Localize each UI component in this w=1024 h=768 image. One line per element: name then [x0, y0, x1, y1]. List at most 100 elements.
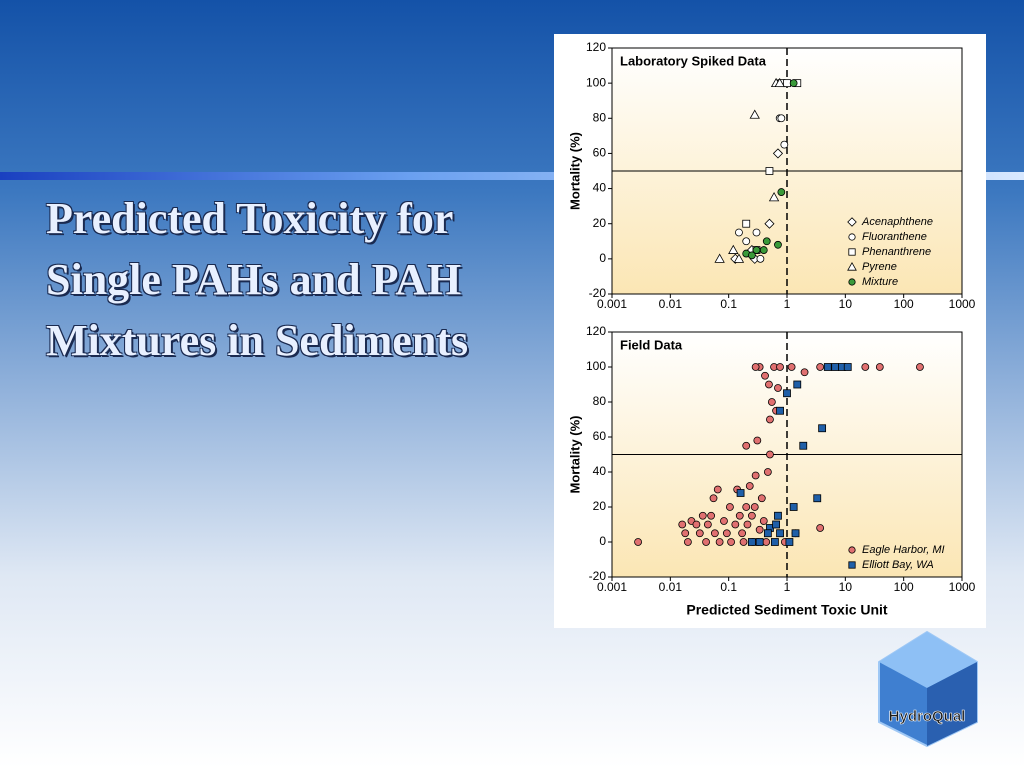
data-point — [816, 363, 825, 371]
data-point — [774, 384, 782, 392]
data-point — [713, 485, 722, 494]
data-point — [831, 363, 840, 371]
data-point — [843, 363, 852, 371]
logo-cube-side — [927, 662, 977, 746]
legend-marker — [847, 217, 857, 227]
y-tick-label: 120 — [586, 324, 606, 338]
x-tick-label: 0.01 — [659, 580, 683, 594]
data-point — [755, 538, 764, 546]
data-point — [816, 524, 825, 532]
data-point — [777, 188, 786, 196]
data-point — [731, 520, 740, 529]
data-point — [710, 529, 719, 538]
y-tick-label: 0 — [599, 534, 606, 548]
y-tick-label: 40 — [593, 181, 607, 195]
legend-label: Mixture — [862, 276, 898, 288]
legend-label: Elliott Bay, WA — [862, 559, 934, 571]
x-axis-label: Predicted Sediment Toxic Unit — [686, 602, 888, 618]
data-point — [728, 244, 739, 254]
y-tick-label: 20 — [593, 499, 607, 513]
data-point — [766, 450, 774, 459]
data-point — [749, 109, 760, 119]
data-point — [735, 228, 743, 237]
x-tick-label: 1000 — [949, 580, 976, 594]
legend-marker — [848, 233, 856, 241]
y-tick-label: -20 — [589, 569, 607, 583]
legend-label: Acenaphthene — [861, 216, 933, 228]
data-point — [735, 511, 744, 520]
legend-marker — [847, 261, 857, 271]
plot-title: Laboratory Spiked Data — [620, 53, 767, 68]
data-point — [780, 140, 789, 149]
y-tick-label: 100 — [586, 75, 606, 89]
y-axis-label: Mortality (%) — [567, 416, 582, 494]
y-tick-label: -20 — [589, 286, 607, 300]
data-point — [738, 529, 747, 538]
data-point — [751, 363, 760, 371]
data-point — [715, 538, 724, 546]
data-point — [875, 363, 884, 371]
data-point — [727, 538, 735, 546]
data-point — [791, 529, 800, 538]
x-tick-label: 0.1 — [720, 297, 737, 311]
data-point — [747, 251, 756, 260]
data-point — [762, 237, 771, 246]
y-tick-label: 40 — [593, 464, 607, 478]
y-tick-label: 0 — [599, 251, 606, 265]
data-point — [776, 363, 784, 371]
data-point — [747, 538, 756, 546]
y-tick-label: 100 — [586, 359, 606, 373]
data-point — [752, 246, 761, 254]
data-point — [789, 503, 798, 511]
data-point — [767, 398, 776, 406]
x-tick-label: 100 — [894, 297, 914, 311]
y-tick-label: 60 — [593, 146, 607, 160]
data-point — [789, 79, 798, 88]
x-tick-label: 1000 — [949, 297, 976, 311]
logo: HydroQual — [878, 630, 978, 748]
data-point — [707, 511, 716, 520]
x-tick-label: 10 — [839, 580, 853, 594]
legend-label: Pyrene — [862, 261, 897, 273]
legend-marker — [848, 248, 856, 256]
data-point — [765, 380, 773, 389]
divider-band — [0, 172, 1024, 180]
data-point — [776, 406, 784, 415]
data-point — [753, 436, 762, 445]
data-point — [916, 363, 924, 371]
data-point — [763, 468, 772, 476]
data-point — [787, 363, 796, 371]
legend-label: Fluoranthene — [862, 231, 927, 243]
data-point — [742, 237, 751, 246]
data-point — [742, 219, 751, 228]
data-point — [726, 503, 734, 511]
data-point — [759, 246, 768, 254]
data-point — [634, 538, 642, 546]
data-point — [818, 424, 827, 433]
data-point — [766, 415, 774, 424]
legend-marker — [848, 546, 856, 554]
data-point — [742, 441, 751, 450]
x-tick-label: 10 — [839, 297, 853, 311]
data-point — [772, 520, 780, 529]
data-point — [765, 167, 774, 175]
data-point — [698, 511, 707, 520]
logo-text: HydroQual — [889, 708, 966, 725]
data-point — [783, 389, 791, 398]
data-point — [813, 494, 822, 503]
data-point — [774, 240, 782, 249]
data-point — [752, 228, 761, 237]
x-tick-label: 0.1 — [720, 580, 737, 594]
data-point — [764, 218, 775, 229]
data-point — [742, 503, 751, 511]
data-point — [757, 494, 766, 503]
data-point — [783, 79, 791, 88]
data-point — [774, 77, 785, 88]
data-point — [755, 525, 764, 534]
data-point — [823, 363, 832, 371]
y-tick-label: 120 — [586, 40, 606, 54]
y-tick-label: 60 — [593, 429, 607, 443]
y-tick-label: 20 — [593, 216, 607, 230]
data-point — [762, 538, 771, 546]
data-point — [751, 471, 760, 480]
